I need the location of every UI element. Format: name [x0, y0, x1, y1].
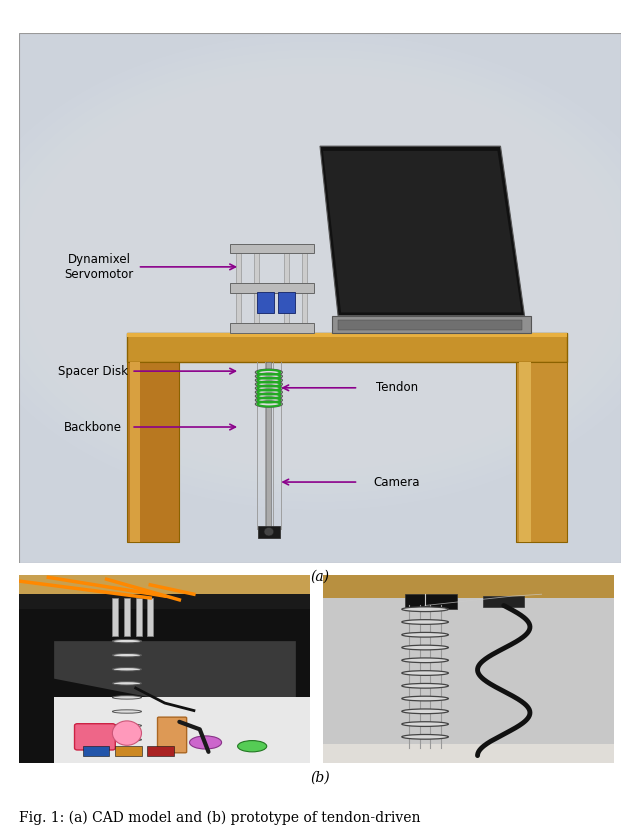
Bar: [254, 244, 259, 333]
Bar: [278, 292, 295, 313]
Ellipse shape: [255, 377, 282, 384]
Bar: [147, 598, 153, 636]
Ellipse shape: [402, 709, 449, 714]
Ellipse shape: [255, 373, 282, 379]
Bar: [258, 526, 280, 538]
Ellipse shape: [255, 381, 282, 387]
Ellipse shape: [402, 735, 449, 739]
Bar: [83, 746, 109, 756]
Text: Backbone: Backbone: [64, 420, 122, 434]
Ellipse shape: [402, 696, 449, 701]
Bar: [131, 362, 140, 542]
Bar: [236, 244, 241, 333]
Ellipse shape: [113, 696, 141, 699]
Bar: [230, 323, 314, 333]
Ellipse shape: [402, 721, 449, 726]
Ellipse shape: [113, 640, 141, 643]
Polygon shape: [323, 151, 522, 313]
Bar: [338, 320, 522, 330]
Polygon shape: [54, 641, 296, 703]
Ellipse shape: [255, 401, 282, 407]
FancyBboxPatch shape: [74, 724, 115, 750]
Text: (a): (a): [310, 570, 330, 584]
Bar: [127, 333, 566, 337]
Ellipse shape: [113, 654, 141, 657]
FancyBboxPatch shape: [157, 717, 187, 753]
Ellipse shape: [113, 721, 141, 746]
Ellipse shape: [402, 671, 449, 676]
Bar: [127, 362, 179, 542]
Ellipse shape: [402, 607, 449, 611]
Ellipse shape: [237, 741, 267, 752]
Bar: [127, 333, 566, 362]
Bar: [483, 596, 524, 607]
Ellipse shape: [113, 681, 141, 685]
Bar: [266, 362, 271, 531]
Ellipse shape: [255, 393, 282, 399]
Bar: [230, 284, 314, 293]
Ellipse shape: [113, 667, 141, 671]
Bar: [257, 292, 274, 313]
Bar: [19, 594, 310, 609]
Ellipse shape: [255, 385, 282, 391]
Text: Dynamixel
Servomotor: Dynamixel Servomotor: [65, 253, 134, 281]
Ellipse shape: [255, 369, 282, 375]
Bar: [323, 744, 614, 763]
Bar: [124, 598, 130, 636]
Bar: [332, 315, 531, 333]
Bar: [136, 598, 141, 636]
Text: Fig. 1: (a) CAD model and (b) prototype of tendon-driven: Fig. 1: (a) CAD model and (b) prototype …: [19, 810, 420, 825]
Bar: [518, 362, 531, 542]
Text: Tendon: Tendon: [376, 381, 418, 394]
Bar: [147, 746, 173, 756]
Ellipse shape: [113, 724, 141, 727]
Bar: [113, 598, 118, 636]
Circle shape: [264, 527, 274, 536]
Ellipse shape: [402, 620, 449, 625]
Polygon shape: [320, 146, 525, 315]
Ellipse shape: [402, 646, 449, 650]
Ellipse shape: [402, 683, 449, 688]
Bar: [19, 575, 310, 598]
Bar: [404, 594, 457, 609]
Ellipse shape: [255, 389, 282, 395]
Ellipse shape: [113, 738, 141, 741]
Ellipse shape: [402, 632, 449, 637]
Bar: [323, 575, 614, 598]
Bar: [284, 244, 289, 333]
Bar: [515, 362, 566, 542]
Bar: [54, 697, 310, 763]
Text: Spacer Disk: Spacer Disk: [58, 364, 128, 378]
Text: (b): (b): [310, 771, 330, 784]
Ellipse shape: [402, 658, 449, 663]
Bar: [115, 746, 141, 756]
Ellipse shape: [189, 736, 221, 749]
Text: Camera: Camera: [374, 475, 420, 489]
Ellipse shape: [113, 710, 141, 713]
Bar: [230, 244, 314, 254]
Ellipse shape: [255, 397, 282, 404]
Bar: [302, 244, 307, 333]
